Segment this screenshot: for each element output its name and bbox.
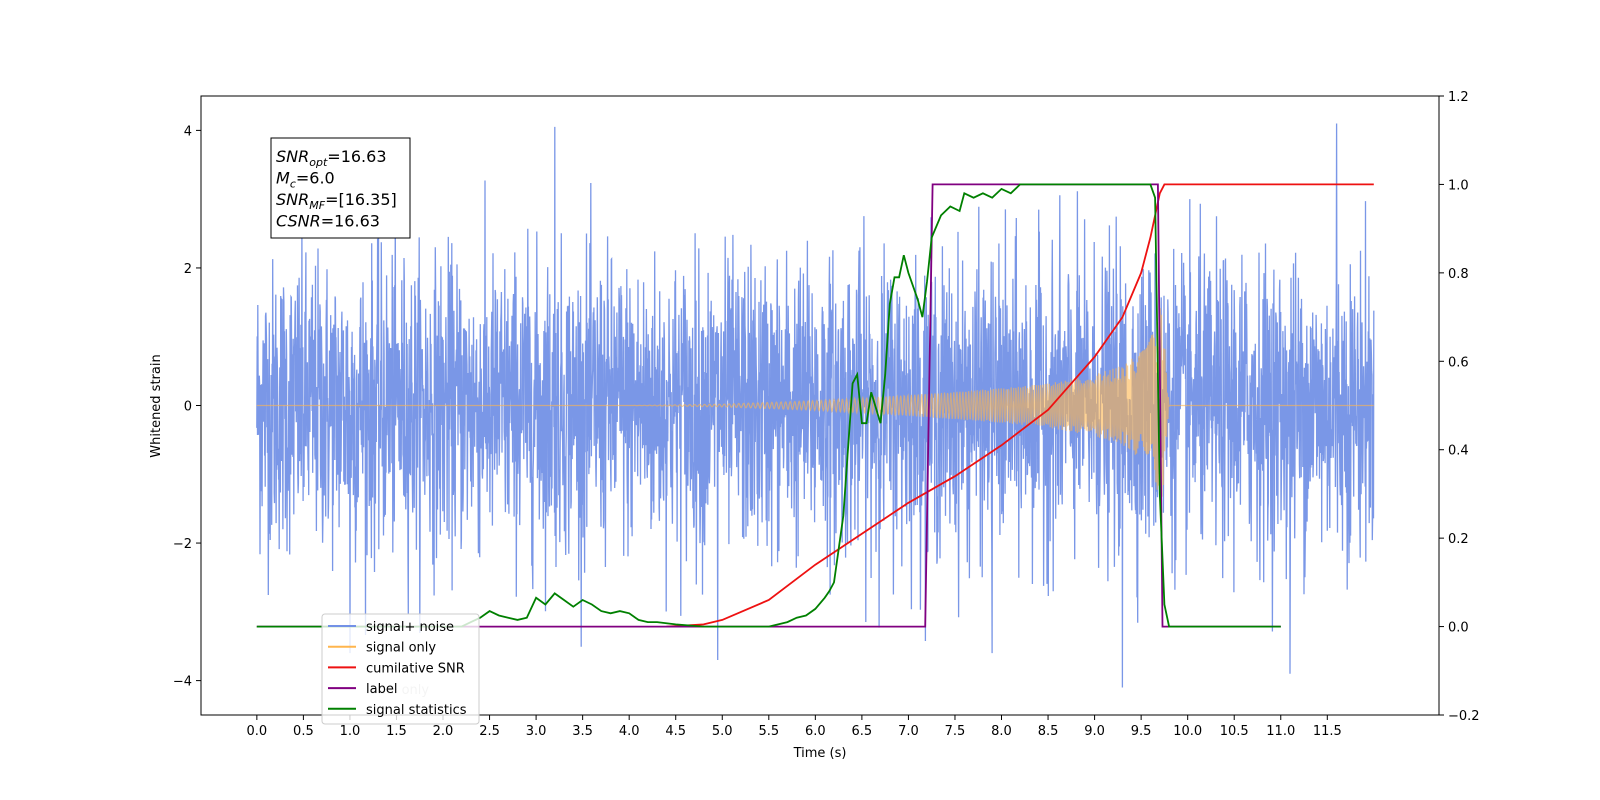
y-axis-left: −4 −2 0 2 4 xyxy=(173,124,201,690)
x-tick-label: 8.5 xyxy=(1038,724,1059,739)
y2-tick-label: 0.6 xyxy=(1448,355,1469,370)
x-axis: 0.0 0.5 1.0 1.5 2.0 2.5 3.0 3.5 4.0 4.5 5.0 5.5 6.0 6… xyxy=(247,715,1342,739)
y2-tick-label: 0.2 xyxy=(1448,532,1469,547)
x-tick-label: 10.0 xyxy=(1173,724,1202,739)
x-tick-label: 8.0 xyxy=(991,724,1012,739)
legend-label: signal+ noise xyxy=(366,620,454,635)
x-tick-label: 4.0 xyxy=(619,724,640,739)
legend-label: label xyxy=(366,682,397,697)
x-tick-label: 1.0 xyxy=(340,724,361,739)
legend-box xyxy=(321,613,480,725)
x-tick-label: 7.5 xyxy=(945,724,966,739)
annotation-line: SNRopt=16.63 xyxy=(276,147,387,169)
legend-label: signal only xyxy=(366,641,436,656)
y2-tick-label: −0.2 xyxy=(1448,709,1480,724)
x-tick-label: 2.5 xyxy=(479,724,500,739)
y-tick-label: −2 xyxy=(173,537,192,552)
x-tick-label: 11.5 xyxy=(1313,724,1342,739)
x-tick-label: 1.5 xyxy=(386,724,407,739)
y-axis-label: Whitened strain xyxy=(149,354,164,457)
legend-label: signal statistics xyxy=(366,703,467,718)
legend-label: cumilative SNR xyxy=(366,661,465,676)
y-tick-label: 4 xyxy=(184,124,192,139)
y2-tick-label: 0.8 xyxy=(1448,267,1469,282)
x-tick-label: 4.5 xyxy=(665,724,686,739)
annotation-line: CSNR=16.63 xyxy=(276,212,380,231)
annotation-box xyxy=(270,137,411,239)
x-tick-label: 3.5 xyxy=(572,724,593,739)
series-signal-statistics-line xyxy=(256,183,1281,628)
x-tick-label: 6.5 xyxy=(852,724,873,739)
x-tick-label: 7.0 xyxy=(898,724,919,739)
series-group xyxy=(256,123,1375,688)
series-signal-noise-line xyxy=(256,123,1375,688)
x-tick-label: 3.0 xyxy=(526,724,547,739)
x-tick-label: 5.5 xyxy=(758,724,779,739)
x-tick-label: 0.0 xyxy=(247,724,268,739)
x-tick-label: 2.0 xyxy=(433,724,454,739)
y2-tick-label: 1.2 xyxy=(1448,90,1469,105)
x-tick-label: 9.5 xyxy=(1131,724,1152,739)
series-cumulative-snr-line xyxy=(666,183,1374,628)
y2-tick-label: 0.4 xyxy=(1448,444,1469,459)
annotation-line: SNRMF=[16.35] xyxy=(276,190,397,212)
x-tick-label: 9.0 xyxy=(1084,724,1105,739)
x-tick-label: 0.5 xyxy=(293,724,314,739)
y-tick-label: 0 xyxy=(184,400,192,415)
y-tick-label: 2 xyxy=(184,262,192,277)
y2-tick-label: 0.0 xyxy=(1448,621,1469,636)
x-tick-label: 6.0 xyxy=(805,724,826,739)
series-signal-only-line xyxy=(256,308,1374,497)
y-tick-label: −4 xyxy=(173,675,192,690)
x-axis-label: Time (s) xyxy=(793,746,847,761)
annotation-line: Mc=6.0 xyxy=(276,169,335,191)
x-tick-label: 5.0 xyxy=(712,724,733,739)
y2-tick-label: 1.0 xyxy=(1448,178,1469,193)
stats-annotation: SNRopt=16.63Mc=6.0SNRMF=[16.35]CSNR=16.6… xyxy=(270,137,411,239)
plot-area xyxy=(256,123,1375,688)
x-tick-label: 11.0 xyxy=(1266,724,1295,739)
y-axis-right: −0.2 0.0 0.2 0.4 0.6 0.8 1.0 1.2 xyxy=(1439,90,1480,724)
x-tick-label: 10.5 xyxy=(1220,724,1249,739)
